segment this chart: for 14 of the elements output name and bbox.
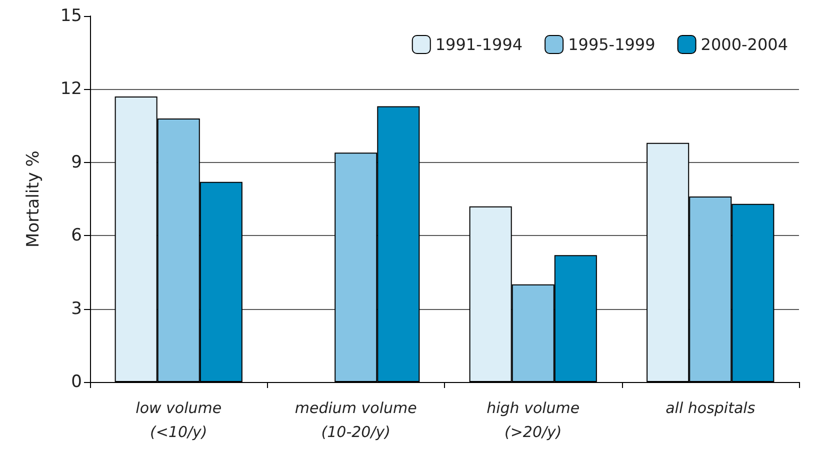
x-tick-label: all hospitals [666, 399, 756, 417]
x-tick-label: high volume (>20/y) [486, 399, 580, 441]
x-tick-label: low volume (<10/y) [136, 399, 222, 441]
y-tick-label: 9 [71, 152, 82, 172]
y-tick-label: 12 [60, 79, 82, 100]
legend-label: 2000-2004 [700, 35, 788, 54]
y-tick-label: 15 [60, 6, 82, 26]
legend-label: 1991-1994 [435, 35, 523, 54]
y-tick-label: 0 [71, 372, 82, 392]
x-tick-label: medium volume (10-20/y) [294, 399, 417, 441]
y-tick-label: 6 [71, 226, 82, 246]
legend-label: 1995-1999 [568, 35, 656, 54]
y-tick-label: 3 [71, 298, 82, 319]
y-axis-title: Mortality % [24, 150, 44, 248]
